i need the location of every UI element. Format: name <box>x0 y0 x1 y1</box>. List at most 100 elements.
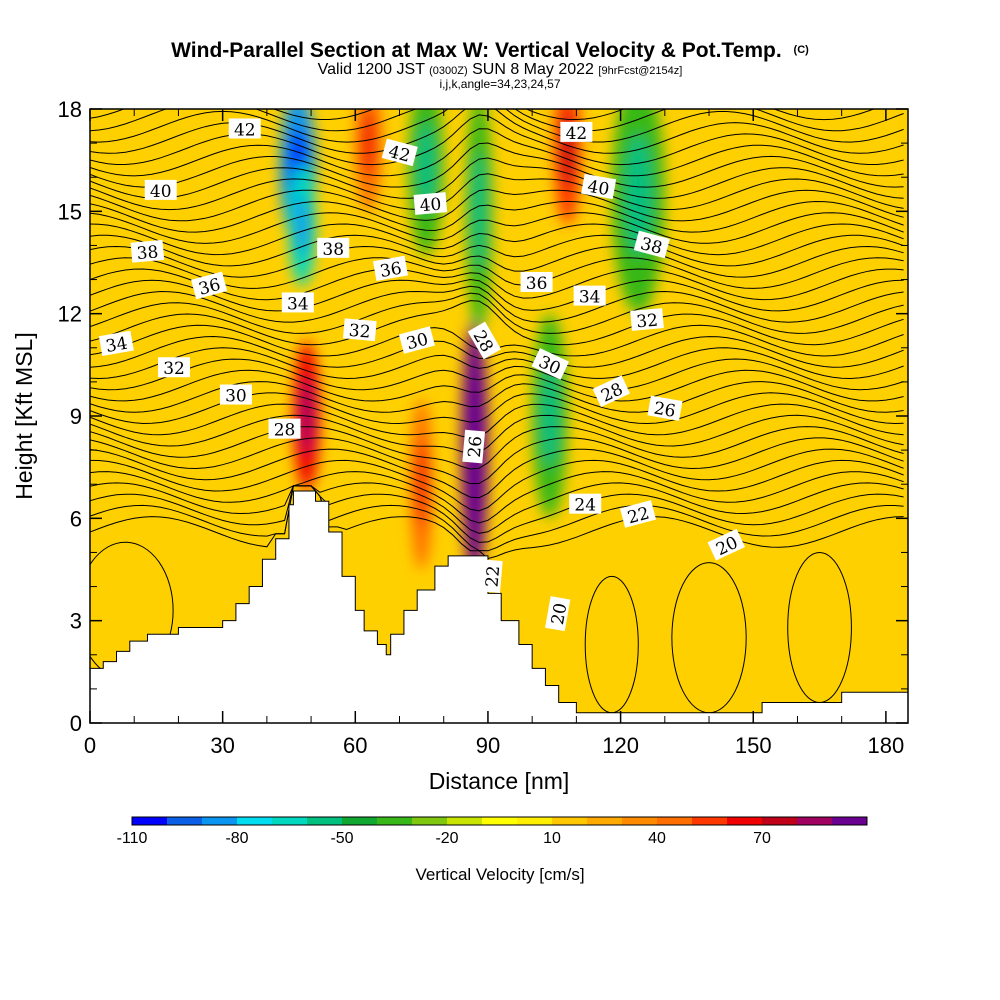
isentrope-line <box>90 212 904 244</box>
colorbar-swatch <box>482 817 518 825</box>
colorbar-swatch <box>797 817 833 825</box>
colorbar-swatch <box>167 817 203 825</box>
valid-time-line: Valid 1200 JST (0300Z) SUN 8 May 2022 [9… <box>318 61 683 78</box>
contour-label: 36 <box>191 271 228 300</box>
colorbar-swatch <box>132 817 168 825</box>
contour-label: 30 <box>219 384 252 407</box>
velocity-core-1 <box>295 194 309 256</box>
contour-label: 32 <box>630 308 664 333</box>
y-tick-label: 6 <box>70 506 82 531</box>
svg-text:40: 40 <box>419 195 442 217</box>
y-tick-label: 15 <box>58 199 82 224</box>
valid-zulu: (0300Z) <box>429 65 468 77</box>
svg-text:30: 30 <box>225 387 247 407</box>
y-tick-label: 0 <box>70 711 82 736</box>
colorbar-swatch <box>202 817 238 825</box>
isentrope-line <box>90 245 904 278</box>
contour-label: 38 <box>633 230 670 259</box>
y-tick-label: 9 <box>70 404 82 429</box>
svg-text:20: 20 <box>548 602 571 627</box>
isentrope-line <box>90 485 904 560</box>
isentrope-line <box>90 173 904 211</box>
isentrope-line <box>90 200 904 233</box>
svg-text:36: 36 <box>526 274 548 294</box>
svg-text:32: 32 <box>636 311 659 333</box>
contour-labels: 42 42 42 40 40 40 38 38 38 36 36 36 34 34 34 32 32 32 30 30… <box>98 118 746 632</box>
colorbar-label: Vertical Velocity [cm/s] <box>415 865 584 884</box>
velocity-core-2 <box>417 122 435 212</box>
chart-title-main: Wind-Parallel Section at Max W: Vertical… <box>171 39 782 62</box>
colorbar-swatch <box>342 817 378 825</box>
isentrope-line <box>90 459 904 512</box>
contour-label: 40 <box>144 179 177 202</box>
contour-label: 40 <box>581 173 617 200</box>
x-tick-label: 90 <box>476 733 500 758</box>
contour-label: 36 <box>373 255 408 282</box>
colorbar-tick-label: -20 <box>435 830 458 847</box>
colorbar-swatch <box>657 817 693 825</box>
x-axis: 0 30 60 90 120 150 180 <box>84 109 904 758</box>
isentrope-line <box>90 114 904 166</box>
velocity-core-10 <box>361 109 376 178</box>
isentrope-line <box>90 109 904 132</box>
isentrope-lines <box>90 92 904 714</box>
x-tick-label: 60 <box>343 733 367 758</box>
isentrope-line <box>90 142 904 188</box>
isentrope-line <box>90 109 904 143</box>
isentrope-line <box>90 92 904 108</box>
velocity-core-9 <box>416 441 428 527</box>
isentrope-line <box>90 188 904 222</box>
isentrope-line <box>90 128 904 177</box>
isentrope-line <box>90 268 904 301</box>
svg-text:34: 34 <box>104 334 129 357</box>
isentrope-line <box>90 257 904 289</box>
contour-label: 34 <box>98 330 134 357</box>
contour-label: 42 <box>560 121 593 144</box>
contour-label: 20 <box>545 596 571 632</box>
svg-text:28: 28 <box>274 421 296 441</box>
svg-text:36: 36 <box>378 259 403 282</box>
colorbar-swatch <box>762 817 798 825</box>
svg-text:34: 34 <box>579 288 601 308</box>
colorbar-tick-label: 70 <box>753 830 771 847</box>
y-tick-label: 12 <box>58 302 82 327</box>
chart-title: Wind-Parallel Section at Max W: Vertical… <box>171 39 809 62</box>
isentrope-line <box>90 485 904 543</box>
svg-text:40: 40 <box>150 182 172 202</box>
colorbar-tick-label: -80 <box>225 830 248 847</box>
forecast-tag: [9hrFcst@2154z] <box>598 65 682 77</box>
x-tick-label: 150 <box>735 733 772 758</box>
isentrope-line <box>90 109 904 154</box>
y-axis-label: Height [Kft MSL] <box>11 332 37 499</box>
isentrope-line <box>90 471 904 524</box>
colorbar-swatch <box>622 817 658 825</box>
isentrope-line <box>90 426 904 470</box>
isentrope-line <box>90 300 904 346</box>
colorbar-swatch <box>447 817 483 825</box>
colorbar-swatch <box>272 817 308 825</box>
svg-text:38: 38 <box>136 242 159 264</box>
svg-text:32: 32 <box>348 321 371 343</box>
svg-text:32: 32 <box>163 359 185 379</box>
isentrope-line <box>90 292 904 334</box>
svg-text:40: 40 <box>586 177 611 200</box>
svg-text:24: 24 <box>574 496 596 516</box>
contour-label: 28 <box>467 321 502 360</box>
colorbar-swatch <box>307 817 343 825</box>
colorbar-swatch <box>412 817 448 825</box>
svg-text:42: 42 <box>566 124 588 144</box>
isentrope-line <box>90 482 904 534</box>
svg-text:26: 26 <box>465 435 487 458</box>
colorbar-swatch <box>692 817 728 825</box>
isentrope-line <box>90 157 904 199</box>
isentrope-line <box>90 285 904 323</box>
isentrope-line <box>90 437 904 485</box>
velocity-core-3 <box>472 151 486 272</box>
isentrope-line <box>90 234 904 267</box>
colorbar-swatch <box>237 817 273 825</box>
isentrope-line <box>90 403 904 439</box>
svg-text:26: 26 <box>652 398 677 421</box>
y-tick-label: 3 <box>70 609 82 634</box>
svg-text:34: 34 <box>287 294 309 314</box>
